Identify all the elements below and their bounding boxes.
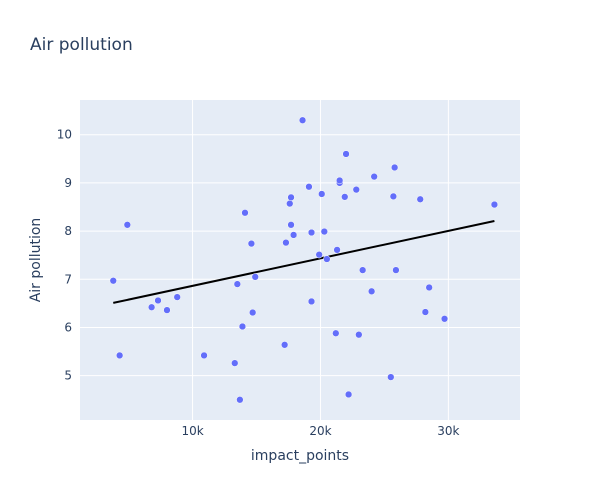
data-point [236,396,244,404]
data-point [425,283,433,292]
data-point [336,176,344,185]
x-tick-label: 30k [437,424,459,438]
data-point [332,329,340,337]
data-point [109,277,117,285]
data-point [287,193,295,201]
data-point [286,199,294,208]
data-point [355,331,363,339]
y-tick-label: 10 [57,128,72,142]
y-tick-label: 7 [64,272,72,286]
data-point [287,221,295,229]
y-tick-label: 5 [64,369,72,383]
y-axis-ticks: 5 6 7 8 9 10 [57,128,72,383]
data-point [173,293,181,301]
data-point [352,185,360,194]
trendline [113,219,495,304]
data-points [109,116,499,404]
y-axis-title: Air pollution [28,218,44,303]
data-point [123,221,131,229]
data-point [289,231,298,239]
data-point [440,315,449,323]
data-point [154,296,162,305]
data-point [238,322,247,331]
data-point [370,172,378,181]
data-point [163,306,171,314]
data-point [241,209,249,217]
data-point [251,273,259,281]
y-tick-label: 8 [64,224,72,238]
data-point [307,297,316,306]
data-point [490,200,499,209]
trendline-layer [113,219,495,304]
data-point [249,308,257,317]
x-axis-title: impact_points [251,448,349,464]
y-tick-label: 9 [64,176,72,190]
data-point [391,163,399,172]
data-point [318,190,326,198]
data-point [421,308,429,316]
data-point [307,228,316,237]
data-point [147,303,156,311]
y-tick-label: 6 [64,320,72,334]
data-point [344,390,353,399]
chart-title: Air pollution [30,35,133,55]
data-point [281,341,289,349]
plot-area [80,100,520,420]
data-point [333,246,341,254]
data-point [416,195,424,203]
data-point [341,193,349,201]
data-point [323,255,331,263]
data-point [389,192,398,201]
data-point [359,266,367,274]
data-point [282,239,290,247]
data-point [247,239,256,248]
data-point [367,287,376,295]
data-point [200,351,208,360]
data-point [298,116,307,124]
data-point [387,373,395,381]
data-point [315,251,323,259]
x-tick-label: 20k [309,424,331,438]
data-point [231,359,239,367]
data-point [233,280,241,288]
data-point [116,351,124,360]
data-point [392,266,400,274]
x-tick-label: 10k [181,424,203,438]
data-point [342,150,350,158]
data-point [305,183,313,191]
x-axis-ticks: 10k 20k 30k [181,424,459,438]
data-point [320,227,328,236]
